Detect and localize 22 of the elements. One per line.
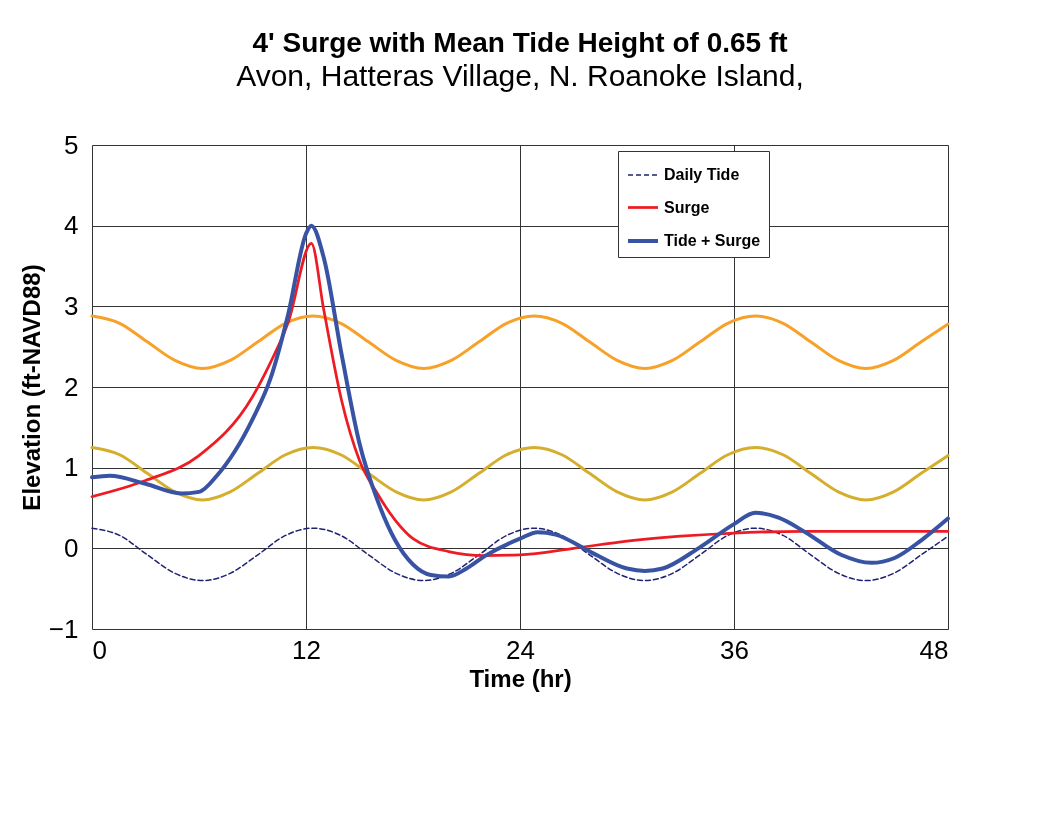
y-tick-label: 0 [64, 532, 79, 563]
line-series [90, 314, 950, 370]
legend-label: Tide + Surge [664, 232, 761, 249]
y-tick-label: 5 [64, 129, 79, 160]
line-series [91, 527, 949, 582]
x-tick-label: 12 [292, 634, 321, 665]
legend-label: Surge [664, 198, 710, 216]
x-tick-label: 24 [506, 634, 535, 665]
line-series [90, 446, 950, 502]
chart-subtitle: Avon, Hatteras Village, N. Roanoke Island, [236, 59, 804, 92]
y-axis-title: Elevation (ft-NAVD88) [17, 264, 45, 511]
y-tick-label: −1 [48, 613, 79, 644]
x-tick-label: 36 [720, 634, 749, 665]
x-tick-label: 0 [92, 634, 107, 665]
x-axis-title: Time (hr) [469, 664, 572, 692]
legend-label: Daily Tide [664, 166, 740, 183]
y-tick-label: 1 [64, 452, 79, 483]
x-tick-label: 48 [919, 634, 949, 665]
y-tick-label: 4 [64, 210, 79, 241]
chart-title: 4' Surge with Mean Tide Height of 0.65 ft [252, 27, 788, 58]
y-tick-label: 2 [64, 371, 79, 402]
y-tick-label: 3 [64, 290, 79, 321]
